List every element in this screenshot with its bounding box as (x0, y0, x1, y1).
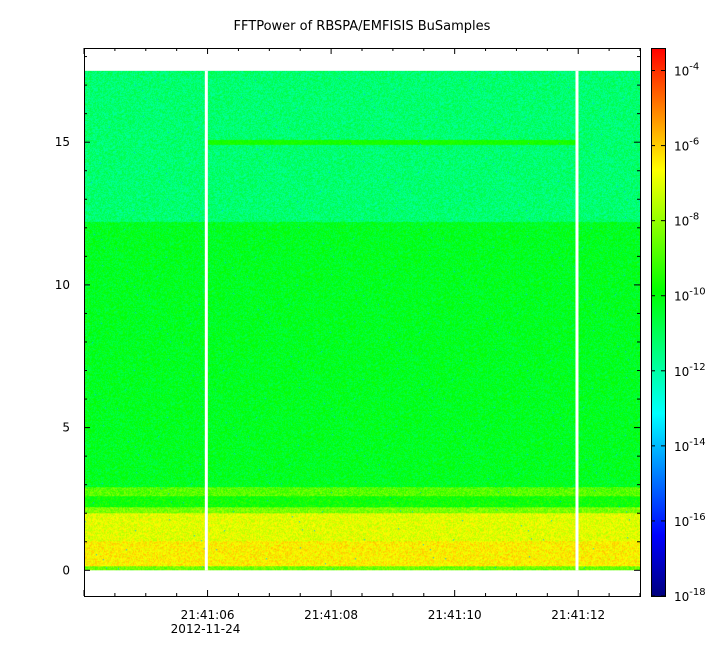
x-tick-date-label: 2012-11-24 (171, 622, 241, 636)
colorbar-tick-label: 10-4 (674, 62, 699, 79)
data-gaps (204, 70, 579, 571)
y-tick-label: 0 (62, 563, 70, 577)
colorbar-tick-label: 10-10 (674, 287, 706, 304)
colorbar: 10-18 10-16 10-14 10-12 10-10 10-8 10-6 10-4 (651, 48, 706, 604)
colorbar-gradient (651, 48, 665, 596)
colorbar-frame (651, 48, 666, 597)
y-tick-label: 10 (55, 278, 70, 292)
x-tick-label: 21:41:10 (428, 608, 482, 622)
spectrogram-image (84, 70, 640, 571)
colorbar-tick-label: 10-14 (674, 437, 706, 454)
colorbar-tick-label: 10-8 (674, 212, 699, 229)
colorbar-tick-label: 10-6 (674, 137, 699, 154)
chart-title: FFTPower of RBSPA/EMFISIS BuSamples (234, 19, 491, 34)
plot-area (84, 48, 641, 597)
colorbar-tick-label: 10-16 (674, 512, 706, 529)
x-tick-label: 21:41:08 (304, 608, 358, 622)
colorbar-tick-label: 10-12 (674, 362, 706, 379)
data-gap (204, 70, 208, 571)
x-tick-label: 21:41:06 (181, 608, 235, 622)
colorbar-tick-label: 10-18 (674, 587, 706, 604)
y-tick-label: 15 (55, 135, 70, 149)
y-axis: 0 5 10 15 (55, 56, 640, 577)
y-tick-label: 5 (62, 421, 70, 435)
x-tick-label: 21:41:12 (551, 608, 605, 622)
data-gap (575, 70, 579, 571)
